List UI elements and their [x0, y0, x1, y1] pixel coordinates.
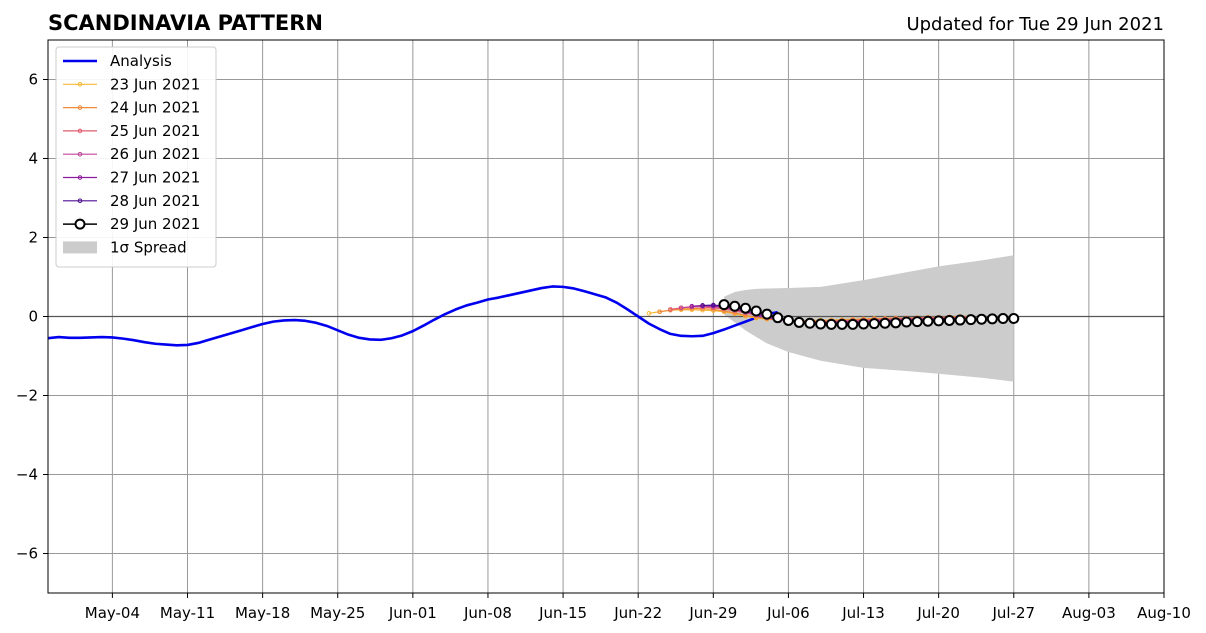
chart-title: SCANDINAVIA PATTERN	[48, 11, 323, 35]
forecast-point	[678, 305, 684, 311]
x-tick-label: Jul-20	[916, 604, 960, 622]
current-forecast-point	[954, 314, 966, 326]
current-forecast-point	[729, 300, 741, 312]
current-forecast-point	[782, 314, 794, 326]
current-forecast-point	[847, 318, 859, 330]
x-tick-label: Jun-01	[388, 604, 437, 622]
x-tick-label: Jun-15	[538, 604, 587, 622]
forecast-point	[668, 307, 673, 312]
y-tick-label: −2	[16, 387, 38, 405]
legend-label-forecast: 26 Jun 2021	[110, 145, 200, 163]
forecast-line	[681, 305, 971, 324]
chart-subtitle: Updated for Tue 29 Jun 2021	[906, 14, 1164, 35]
x-tick-label: May-25	[310, 604, 365, 622]
legend-label-spread: 1σ Spread	[110, 238, 187, 256]
current-forecast-point	[718, 299, 730, 311]
y-tick-label: 0	[28, 308, 38, 326]
legend-label-forecast: 25 Jun 2021	[110, 122, 200, 140]
legend-label-forecast: 28 Jun 2021	[110, 192, 200, 210]
current-forecast-point	[986, 313, 998, 325]
y-tick-label: 6	[28, 71, 38, 89]
current-forecast-point	[740, 302, 751, 314]
current-forecast-point	[890, 317, 902, 329]
current-forecast-point	[976, 313, 988, 325]
x-tick-label: Jun-22	[613, 604, 662, 622]
x-tick-label: Jul-06	[766, 604, 810, 622]
x-tick-label: Jun-08	[463, 604, 512, 622]
legend-box	[55, 46, 217, 268]
legend-marker-current	[74, 218, 86, 230]
current-forecast-point	[879, 317, 891, 329]
current-forecast-point	[772, 312, 784, 324]
analysis-line	[48, 285, 778, 347]
legend-marker-forecast	[77, 128, 83, 134]
current-forecast-point	[922, 315, 934, 327]
current-forecast-point	[825, 318, 837, 330]
forecast-point	[700, 303, 705, 308]
legend-marker-forecast	[77, 105, 83, 110]
y-tick-label: −6	[16, 545, 38, 563]
current-forecast-point	[836, 318, 848, 330]
x-tick-label: Jul-13	[841, 604, 885, 622]
legend-marker-forecast	[77, 175, 83, 180]
current-forecast-point	[793, 316, 805, 328]
legend: Analysis 23 Jun 2021 24 Jun 2021 25 Jun 202…	[55, 46, 217, 268]
legend-marker-forecast	[77, 82, 83, 87]
y-tick-label: 4	[28, 150, 38, 168]
current-forecast-point	[858, 318, 870, 330]
legend-label-forecast: 27 Jun 2021	[110, 169, 200, 187]
legend-label-current: 29 Jun 2021	[110, 215, 200, 233]
legend-marker-forecast	[77, 151, 83, 157]
current-forecast-point	[750, 305, 762, 317]
legend-label-analysis: Analysis	[110, 52, 172, 70]
current-forecast-point	[965, 314, 977, 326]
legend-swatch-spread	[63, 241, 97, 254]
legend-label-forecast: 24 Jun 2021	[110, 99, 200, 117]
x-tick-label: May-18	[235, 604, 290, 622]
current-forecast-point	[997, 312, 1009, 324]
current-forecast-point	[943, 314, 955, 326]
axes: May-04 May-11 May-18 May-25 Jun-01 Jun-08 Jun-…	[16, 39, 1191, 622]
current-forecast-point	[804, 317, 816, 329]
y-tick-label: −4	[16, 466, 38, 484]
current-forecast-point	[1008, 312, 1020, 324]
x-tick-label: Jun-29	[688, 604, 737, 622]
legend-label-forecast: 23 Jun 2021	[110, 75, 200, 93]
x-tick-label: Aug-10	[1137, 604, 1191, 622]
current-forecast-point	[815, 318, 827, 330]
current-forecast-point	[911, 316, 923, 328]
forecast-point	[657, 309, 662, 315]
legend-marker-forecast	[77, 198, 83, 204]
forecast-point	[711, 302, 716, 308]
current-forecast-point	[761, 308, 773, 320]
current-forecast-point	[900, 316, 912, 328]
x-tick-label: May-11	[160, 604, 215, 622]
x-tick-label: Aug-03	[1062, 604, 1116, 622]
x-tick-label: May-04	[85, 604, 140, 622]
x-tick-label: Jul-27	[991, 604, 1035, 622]
forecast-point	[646, 311, 652, 316]
current-forecast-point	[933, 315, 945, 327]
current-forecast-point	[868, 318, 880, 330]
y-tick-label: 2	[28, 229, 38, 247]
forecast-point	[689, 303, 695, 309]
plot-area	[48, 40, 1164, 593]
